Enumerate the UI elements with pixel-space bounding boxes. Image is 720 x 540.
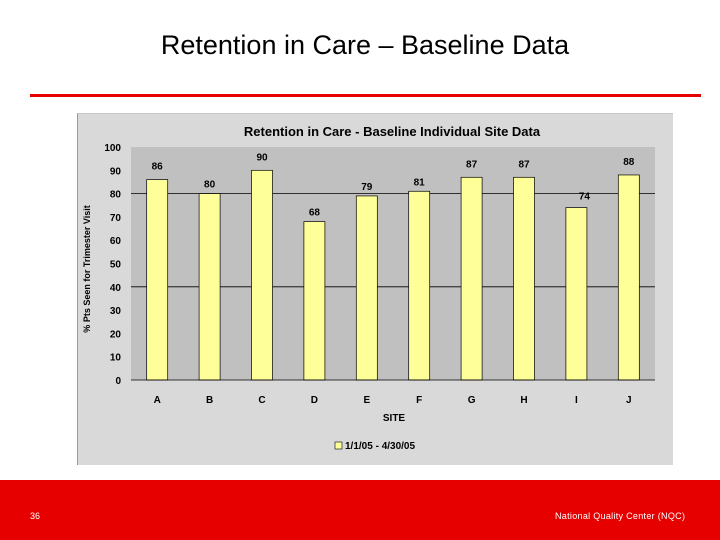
y-tick-label: 30 — [110, 306, 122, 317]
y-tick-label: 80 — [110, 190, 122, 201]
y-tick-label: 10 — [110, 353, 122, 364]
y-tick-label: 50 — [110, 260, 122, 271]
data-label: 87 — [518, 159, 530, 170]
legend-swatch — [334, 441, 343, 450]
chart-frame: Retention in Care - Baseline Individual … — [77, 113, 673, 465]
bar-D — [303, 221, 326, 381]
bar-B — [198, 193, 221, 381]
bar-G — [460, 176, 483, 381]
x-tick-label: C — [258, 395, 265, 406]
y-axis-ticks: 0 10 20 30 40 50 60 70 80 90 100 — [104, 143, 121, 387]
x-tick-label: D — [311, 395, 318, 406]
bar-E — [355, 195, 378, 381]
x-tick-label: I — [575, 395, 578, 406]
x-tick-label: H — [520, 395, 527, 406]
x-tick-label: J — [626, 395, 632, 406]
y-tick-label: 40 — [110, 283, 122, 294]
data-labels: 86 80 90 68 79 81 87 87 74 88 — [152, 152, 635, 218]
data-label: 86 — [152, 162, 164, 173]
bar-I — [565, 207, 588, 381]
bar-F — [408, 190, 431, 381]
data-label: 68 — [309, 208, 321, 219]
y-tick-label: 90 — [110, 166, 122, 177]
legend-label: 1/1/05 - 4/30/05 — [345, 441, 415, 452]
x-axis-ticks: A B C D E F G H I J — [154, 395, 632, 406]
data-label: 81 — [414, 177, 426, 188]
data-label: 88 — [623, 157, 635, 168]
bar-H — [513, 176, 535, 381]
y-tick-label: 100 — [104, 143, 121, 154]
x-tick-label: B — [206, 395, 213, 406]
slide-title: Retention in Care – Baseline Data — [160, 30, 570, 60]
data-label: 74 — [579, 192, 591, 203]
footer-organization: National Quality Center (NQC) — [555, 511, 686, 521]
x-tick-label: G — [468, 395, 476, 406]
legend: 1/1/05 - 4/30/05 — [334, 441, 415, 452]
data-label: 80 — [204, 180, 216, 191]
footer-bar — [0, 480, 720, 540]
x-tick-label: E — [363, 395, 370, 406]
y-axis-label: % Pts Seen for Trimester Visit — [82, 205, 92, 332]
x-tick-label: A — [154, 395, 161, 406]
data-label: 90 — [256, 152, 268, 163]
bar-J — [617, 174, 640, 381]
bar-C — [251, 169, 273, 381]
page-number: 36 — [30, 511, 41, 521]
x-tick-label: F — [416, 395, 422, 406]
chart-title: Retention in Care - Baseline Individual … — [244, 124, 541, 139]
bar-A — [146, 179, 169, 381]
y-tick-label: 0 — [115, 376, 121, 387]
title-divider — [30, 94, 701, 97]
y-tick-label: 20 — [110, 329, 122, 340]
y-tick-label: 70 — [110, 213, 122, 224]
data-label: 79 — [361, 182, 373, 193]
y-tick-label: 60 — [110, 236, 122, 247]
x-axis-label: SITE — [383, 413, 406, 424]
bar-chart: Retention in Care - Baseline Individual … — [82, 124, 655, 452]
data-label: 87 — [466, 159, 478, 170]
